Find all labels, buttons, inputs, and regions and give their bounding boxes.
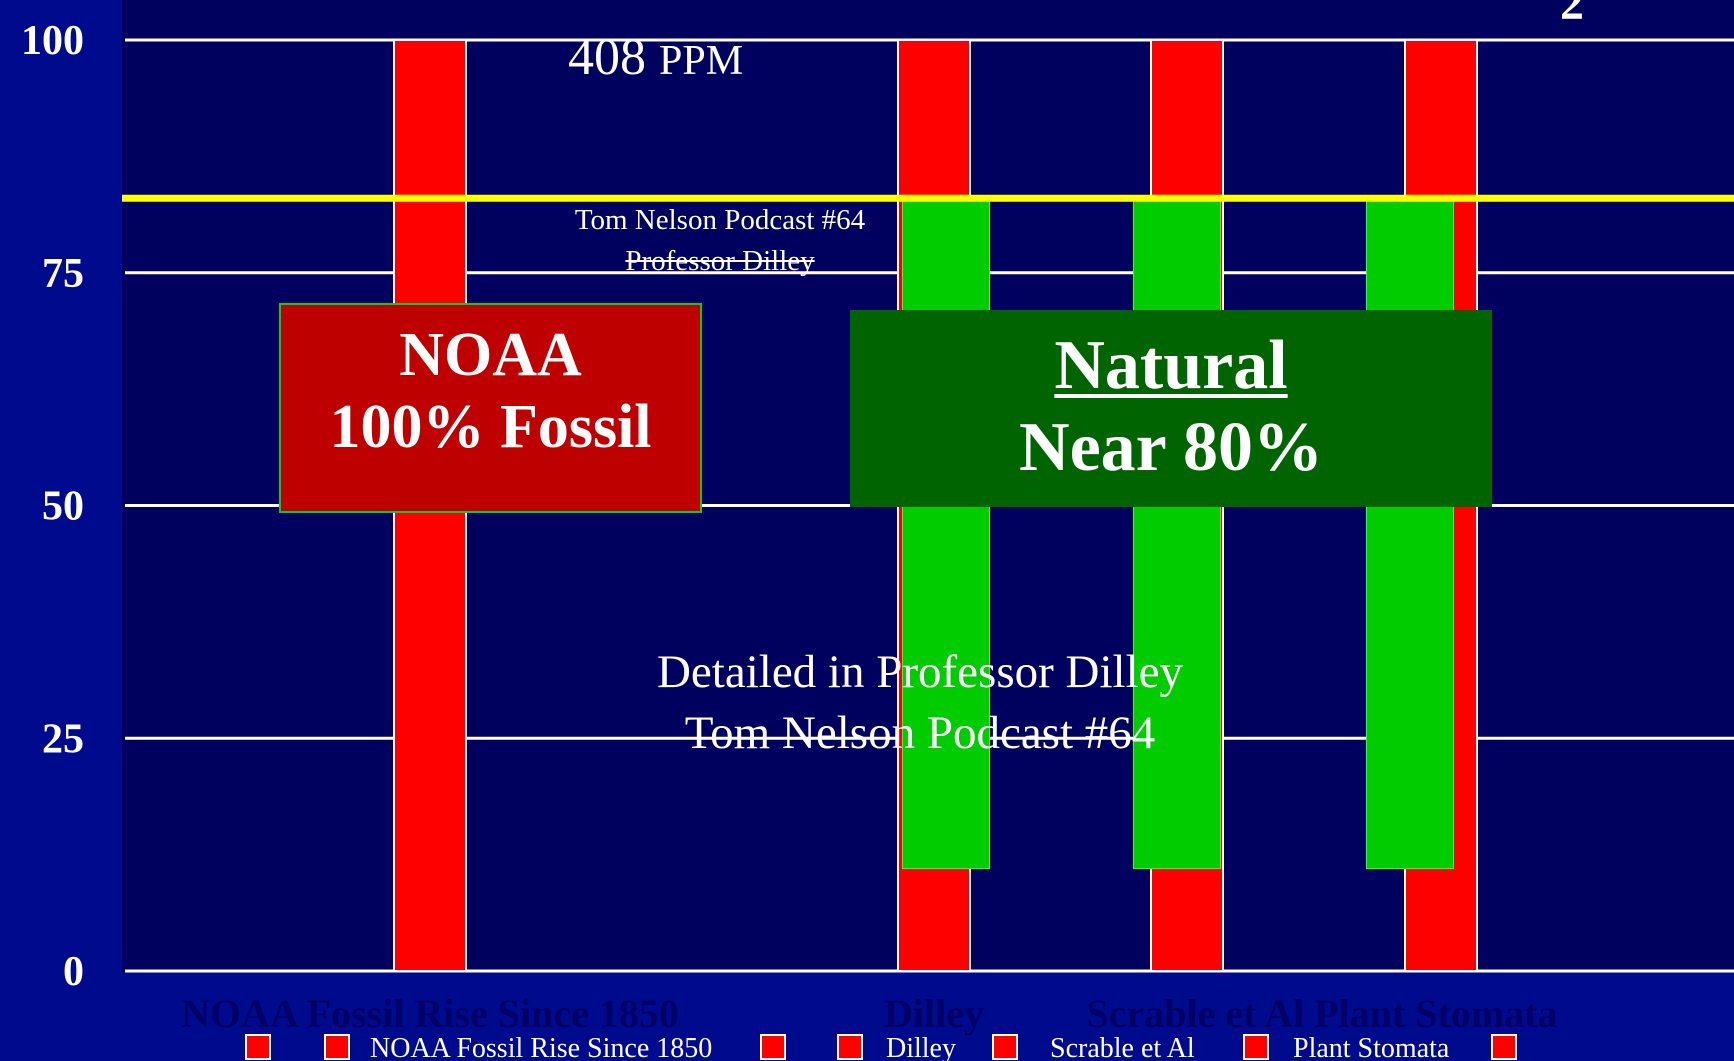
corner-subscript-mark: 2: [1560, 0, 1584, 30]
podcast-caption-line1: Tom Nelson Podcast #64: [574, 204, 866, 236]
legend: NOAA Fossil Rise Since 1850 Dilley Scrable…: [245, 1033, 1517, 1061]
legend-swatch-7: [1491, 1034, 1517, 1060]
y-tick-label-75: 75: [42, 251, 84, 297]
detail-caption-line1: Detailed in Professor Dilley: [656, 646, 1184, 698]
legend-label-2: Dilley: [886, 1033, 956, 1061]
y-tick-label-50: 50: [42, 484, 84, 530]
x-category-label-3: Scrable et Al Plant Stomata: [1086, 991, 1557, 1036]
legend-swatch-6: [1243, 1034, 1269, 1060]
x-axis-category-labels: NOAA Fossil Rise Since 1850 Dilley Scrable…: [181, 991, 1557, 1036]
legend-swatch-1: [245, 1034, 271, 1060]
podcast-caption-line2: Professor Dilley: [625, 245, 815, 277]
legend-swatch-2: [324, 1034, 350, 1060]
natural-callout-line2: Near 80%: [1019, 409, 1323, 486]
noaa-callout-line2: 100% Fossil: [329, 393, 652, 461]
y-tick-label-0: 0: [63, 949, 84, 995]
natural-callout-line1: Natural: [1054, 327, 1288, 404]
bar-green-2: [902, 197, 990, 870]
y-axis-tick-labels: 0 25 50 75 100: [21, 18, 84, 995]
ppm-unit: PPM: [659, 38, 744, 84]
noaa-callout-box: NOAA 100% Fossil: [279, 303, 702, 513]
ppm-value: 408: [568, 29, 646, 86]
ppm-label: 408 PPM: [568, 28, 743, 87]
bar-green-3: [1133, 197, 1221, 870]
legend-swatch-3: [760, 1034, 786, 1060]
detail-caption: Detailed in Professor Dilley Tom Nelson …: [590, 642, 1250, 764]
podcast-caption-small: Tom Nelson Podcast #64 Professor Dilley: [560, 200, 880, 282]
x-category-label-1: NOAA Fossil Rise Since 1850: [181, 991, 679, 1036]
y-tick-label-25: 25: [42, 716, 84, 762]
bar-green-4: [1366, 197, 1454, 870]
x-category-label-2: Dilley: [884, 991, 984, 1036]
legend-label-3: Scrable et Al: [1050, 1033, 1195, 1061]
legend-swatch-4: [837, 1034, 863, 1060]
legend-label-1: NOAA Fossil Rise Since 1850: [370, 1033, 712, 1061]
detail-caption-line2: Tom Nelson Podcast #64: [684, 707, 1156, 759]
natural-callout-box: Natural Near 80%: [850, 310, 1492, 507]
legend-label-4: Plant Stomata: [1293, 1033, 1450, 1061]
noaa-callout-line1: NOAA: [399, 321, 582, 389]
y-tick-label-100: 100: [21, 18, 84, 64]
legend-swatch-5: [992, 1034, 1018, 1060]
